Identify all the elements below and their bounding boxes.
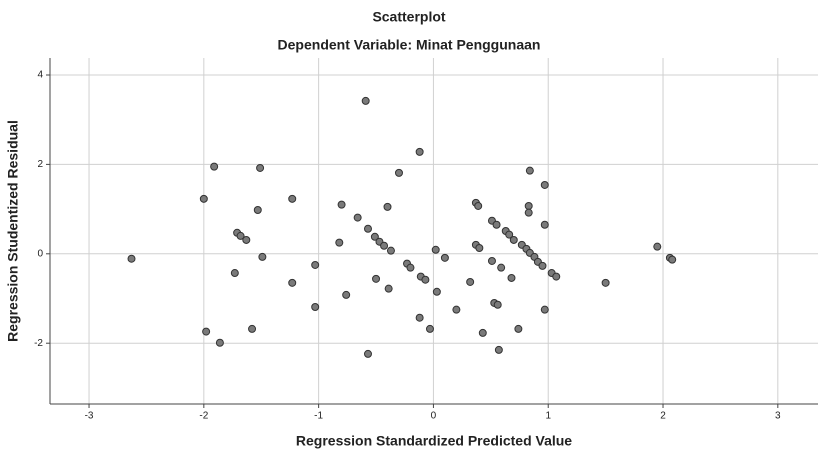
point <box>475 202 482 209</box>
point <box>541 306 548 313</box>
point <box>407 264 414 271</box>
point <box>364 350 371 357</box>
point <box>541 221 548 228</box>
point <box>602 279 609 286</box>
point <box>508 274 515 281</box>
point <box>525 209 532 216</box>
point <box>493 221 500 228</box>
point <box>488 257 495 264</box>
point <box>426 325 433 332</box>
point <box>354 214 361 221</box>
point <box>669 256 676 263</box>
point <box>526 167 533 174</box>
point <box>515 325 522 332</box>
point <box>257 164 264 171</box>
point <box>541 181 548 188</box>
y-axis-title: Regression Studentized Residual <box>5 120 21 342</box>
point <box>422 276 429 283</box>
x-tick-label: -3 <box>85 411 94 422</box>
point <box>381 242 388 249</box>
y-tick-label: -2 <box>34 338 43 349</box>
point <box>128 255 135 262</box>
point <box>654 243 661 250</box>
point <box>494 301 501 308</box>
point <box>312 261 319 268</box>
x-tick-label: 0 <box>431 411 437 422</box>
y-tick-label: 4 <box>37 70 43 81</box>
point <box>373 275 380 282</box>
point <box>467 278 474 285</box>
point <box>338 201 345 208</box>
point <box>539 262 546 269</box>
point <box>203 328 210 335</box>
point <box>479 329 486 336</box>
x-tick-label: 1 <box>545 411 551 422</box>
point <box>289 279 296 286</box>
point <box>433 288 440 295</box>
point <box>416 148 423 155</box>
point <box>259 253 266 260</box>
x-axis-title: Regression Standardized Predicted Value <box>296 433 572 449</box>
point <box>525 202 532 209</box>
point <box>249 325 256 332</box>
point <box>495 346 502 353</box>
point <box>362 97 369 104</box>
y-tick-label: 0 <box>37 248 43 259</box>
point <box>254 206 261 213</box>
chart: Scatterplot Dependent Variable: Minat Pe… <box>0 0 819 452</box>
point <box>211 163 218 170</box>
chart-subtitle: Dependent Variable: Minat Penggunaan <box>278 37 541 53</box>
point <box>498 264 505 271</box>
point <box>384 203 391 210</box>
x-tick-label: -1 <box>314 411 323 422</box>
point <box>510 236 517 243</box>
x-tick-label: 2 <box>660 411 666 422</box>
y-tick-label: 2 <box>37 159 43 170</box>
point <box>416 314 423 321</box>
x-tick-label: 3 <box>775 411 781 422</box>
page: Scatterplot Dependent Variable: Minat Pe… <box>0 0 819 457</box>
point <box>441 254 448 261</box>
point <box>289 195 296 202</box>
point <box>476 244 483 251</box>
point <box>231 270 238 277</box>
point <box>200 195 207 202</box>
point <box>243 236 250 243</box>
point <box>364 225 371 232</box>
point <box>385 285 392 292</box>
point <box>216 339 223 346</box>
point <box>336 239 343 246</box>
x-tick-label: -2 <box>199 411 208 422</box>
point <box>553 273 560 280</box>
point <box>395 169 402 176</box>
point <box>312 303 319 310</box>
chart-title: Scatterplot <box>372 9 445 25</box>
point <box>387 247 394 254</box>
point <box>343 291 350 298</box>
point <box>453 306 460 313</box>
point <box>432 246 439 253</box>
